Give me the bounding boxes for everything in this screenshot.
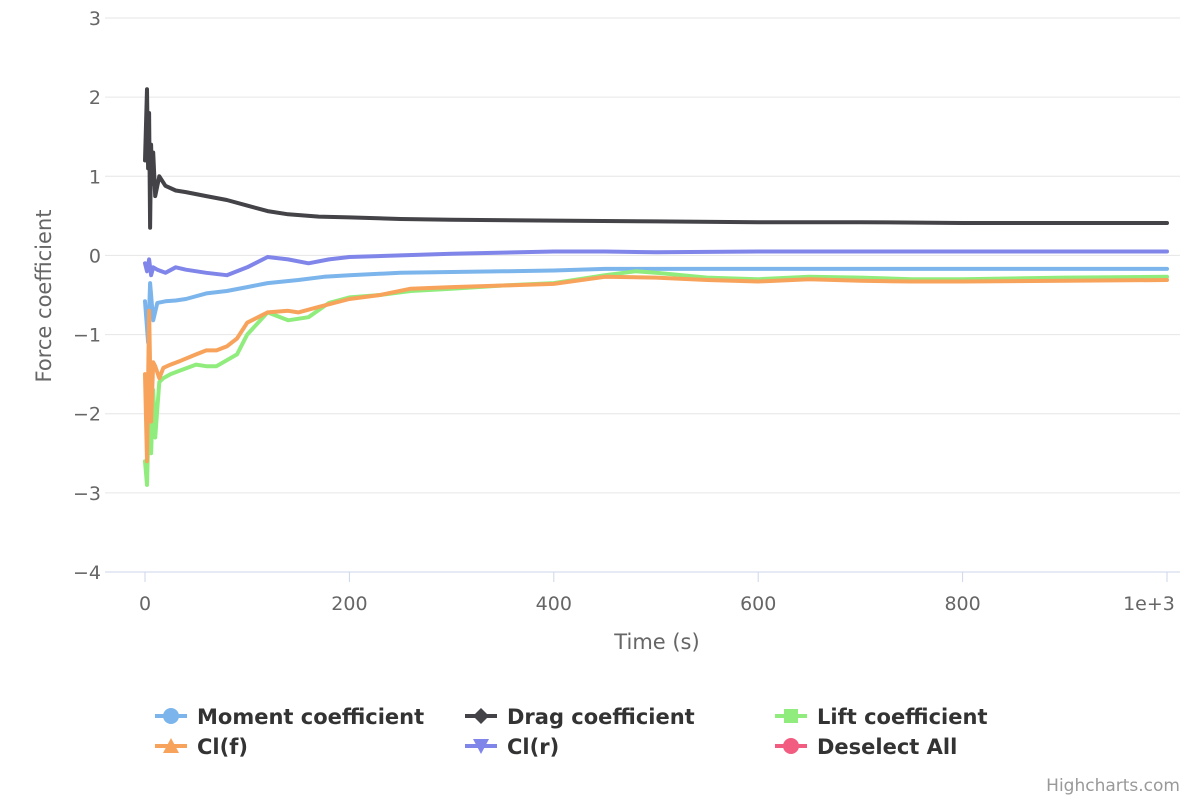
credits-link[interactable]: Highcharts.com <box>1046 776 1180 796</box>
series-line-4 <box>143 249 1169 278</box>
gridlines <box>105 17 1180 494</box>
y-tick-label: −3 <box>73 483 101 505</box>
x-tick-label: 200 <box>331 593 367 615</box>
y-axis-title: Force coefficient <box>32 210 56 383</box>
legend-item-1[interactable]: Drag coefficient <box>465 705 695 729</box>
y-tick-label: −4 <box>73 562 101 584</box>
y-tick-label: 1 <box>89 166 101 188</box>
x-tick-label: 800 <box>944 593 980 615</box>
legend: Moment coefficient Drag coefficient Lift c… <box>155 705 987 759</box>
series-line-3 <box>143 274 1169 464</box>
legend-label: Cl(f) <box>197 735 248 759</box>
legend-label: Lift coefficient <box>817 705 987 729</box>
legend-label: Deselect All <box>817 735 957 759</box>
legend-symbol-triangle-down <box>473 739 489 754</box>
y-axis-ticks: 3 2 1 0 −1 −2 −3 −4 <box>73 8 101 584</box>
legend-item-3[interactable]: Cl(f) <box>155 735 248 759</box>
x-tick-label: 0 <box>139 593 151 615</box>
x-axis-title: Time (s) <box>613 630 699 654</box>
legend-label: Cl(r) <box>507 735 559 759</box>
legend-symbol-diamond <box>473 708 489 724</box>
legend-label: Moment coefficient <box>197 705 424 729</box>
series-line-2 <box>143 269 1169 487</box>
legend-item-5[interactable]: Deselect All <box>775 735 957 759</box>
x-tick-label: 400 <box>536 593 572 615</box>
legend-item-4[interactable]: Cl(r) <box>465 735 559 759</box>
series-line-1 <box>143 87 1169 230</box>
y-tick-label: −1 <box>73 325 101 347</box>
legend-symbol-circle <box>163 708 179 724</box>
legend-label: Drag coefficient <box>507 705 695 729</box>
y-tick-label: 0 <box>89 245 101 267</box>
legend-symbol-circle <box>783 738 799 754</box>
legend-item-0[interactable]: Moment coefficient <box>155 705 424 729</box>
legend-symbol-square <box>784 709 798 723</box>
y-tick-label: 3 <box>89 8 101 30</box>
legend-symbol-triangle <box>163 738 179 753</box>
x-tick-label: 600 <box>740 593 776 615</box>
x-axis: 0 200 400 600 800 1e+3 <box>105 571 1180 615</box>
x-tick-label: 1e+3 <box>1123 593 1175 615</box>
y-tick-label: −2 <box>73 404 101 426</box>
y-tick-label: 2 <box>89 87 101 109</box>
legend-item-2[interactable]: Lift coefficient <box>775 705 987 729</box>
series-line-0 <box>143 266 1169 345</box>
series-layer <box>143 87 1169 487</box>
